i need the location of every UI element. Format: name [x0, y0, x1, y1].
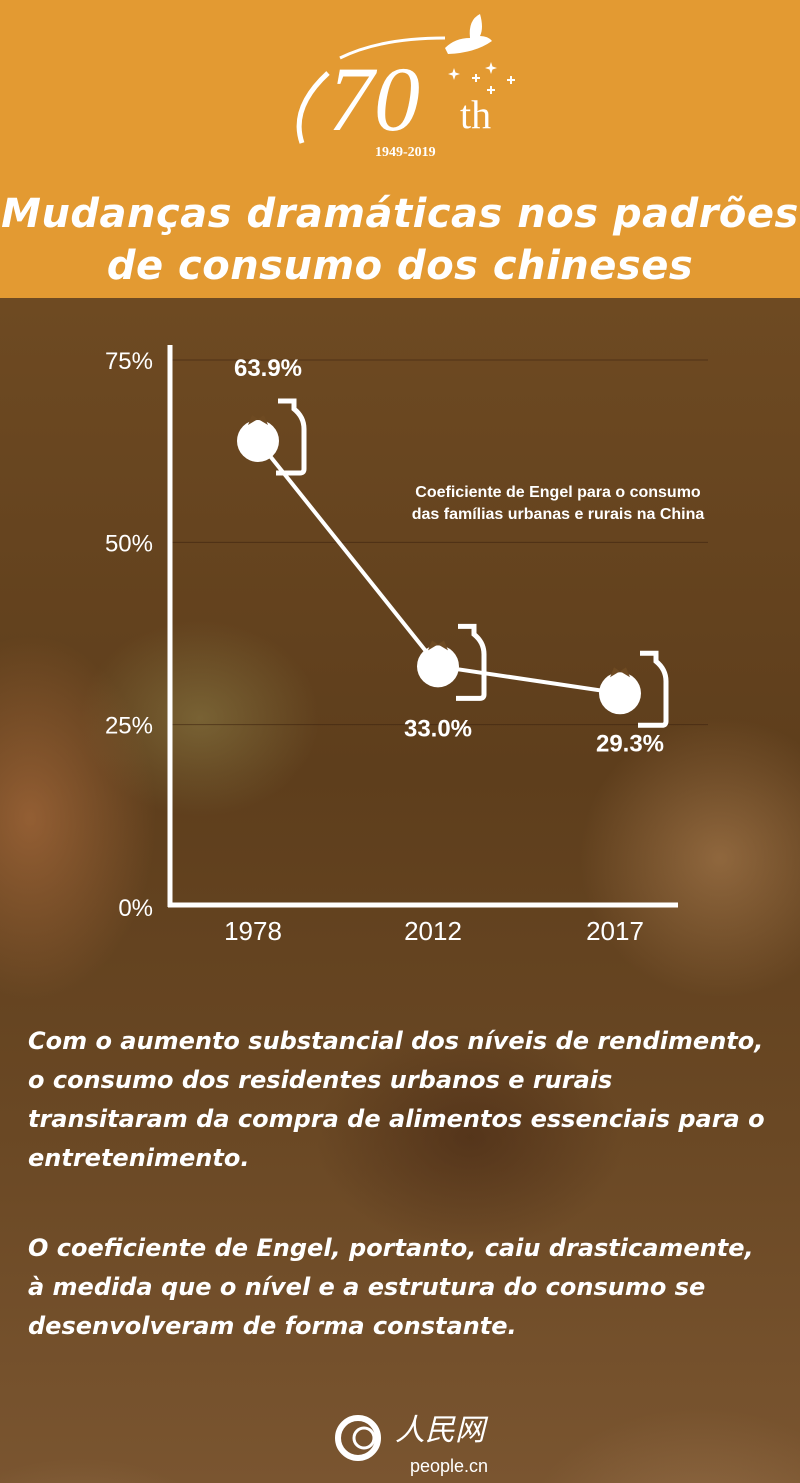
data-label: 29.3%	[596, 730, 664, 757]
y-tick-label: 25%	[105, 713, 153, 740]
x-tick-label: 2017	[586, 916, 644, 946]
stars-icon	[448, 62, 515, 94]
data-label: 63.9%	[234, 355, 302, 382]
data-point-marker	[417, 623, 487, 701]
tomato-leaf	[610, 667, 630, 678]
chart-title-line-1: Coeficiente de Engel para o consumo	[415, 484, 701, 501]
bottle-icon	[456, 623, 487, 701]
logo-chinese: 人民网	[395, 1414, 489, 1447]
engel-coefficient-chart: 0% 25% 50% 75% 1978 2012 2017 63.9% 33.0% 29.3%…	[105, 345, 708, 946]
y-tick-label: 75%	[105, 348, 153, 375]
data-point-marker	[237, 398, 307, 476]
data-label: 33.0%	[404, 715, 472, 742]
title-line-2: de consumo dos chineses	[106, 243, 694, 289]
body-paragraph-1: Com o aumento substancial dos níveis de …	[28, 1027, 765, 1172]
y-tick-label: 0%	[118, 895, 153, 922]
70th-anniversary-logo: 70 th 1949-2019	[296, 14, 515, 160]
tomato-leaf	[428, 640, 448, 651]
tomato-icon	[237, 419, 279, 462]
header-banner	[0, 0, 800, 298]
tomato-icon	[417, 645, 459, 688]
logo-th: th	[460, 92, 491, 137]
title-line-1: Mudanças dramáticas nos padrões	[1, 191, 799, 237]
body-paragraph-2: O coeficiente de Engel, portanto, caiu d…	[28, 1234, 754, 1340]
logo-years: 1949-2019	[375, 145, 436, 160]
y-tick-label: 50%	[105, 530, 153, 557]
logo-url: people.cn	[410, 1456, 488, 1476]
bottle-icon	[638, 650, 669, 728]
tomato-icon	[599, 672, 641, 715]
logo-70: 70	[328, 48, 420, 150]
x-tick-label: 2012	[404, 916, 462, 946]
chart-title-line-2: das famílias urbanas e rurais na China	[412, 506, 705, 523]
tomato-leaf	[248, 414, 268, 425]
data-point-marker	[599, 650, 669, 728]
food-photo-background	[0, 298, 800, 1483]
people-cn-logo: 人民网 people.cn	[335, 1414, 489, 1476]
bottle-icon	[276, 398, 307, 476]
dove-icon	[445, 14, 492, 54]
page-title: Mudanças dramáticas nos padrões de consu…	[0, 188, 800, 292]
x-tick-label: 1978	[224, 916, 282, 946]
